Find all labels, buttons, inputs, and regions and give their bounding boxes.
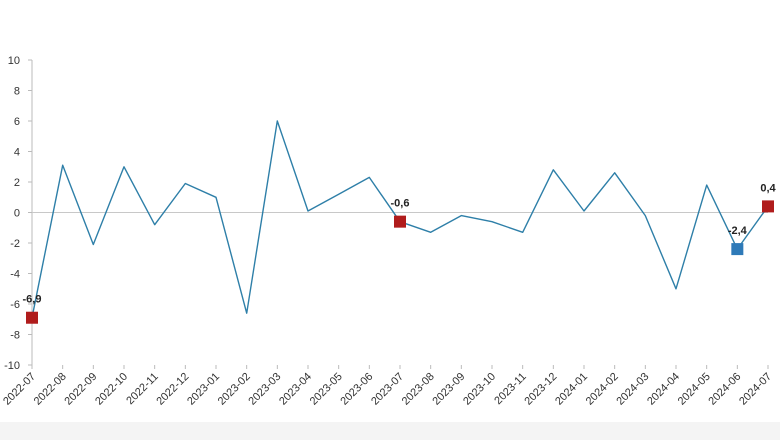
y-tick-label: 2: [14, 177, 20, 189]
x-tick-label: 2024-06: [706, 371, 743, 408]
highlight-marker: [731, 243, 744, 256]
highlight-markers: [26, 200, 774, 324]
x-tick-label: 2022-11: [124, 371, 160, 407]
x-tick-label: 2023-11: [492, 371, 528, 407]
x-tick-label: 2024-02: [584, 371, 621, 408]
x-tick-label: 2023-01: [185, 371, 222, 408]
y-tick-label: 6: [14, 116, 20, 128]
x-tick-label: 2023-06: [338, 371, 375, 408]
x-tick-label: 2023-10: [461, 371, 498, 408]
x-tick-label: 2024-03: [614, 371, 651, 408]
highlight-marker: [26, 311, 38, 324]
x-tick-label: 2024-01: [553, 371, 590, 408]
x-tick-label: 2023-03: [246, 371, 283, 408]
y-tick-label: -4: [10, 269, 20, 281]
x-tick-label: 2024-07: [737, 371, 774, 408]
y-tick-label: 0: [14, 208, 20, 220]
y-tick-label: -10: [4, 360, 20, 372]
x-tick-label: 2024-05: [676, 371, 713, 408]
highlight-marker: [394, 215, 406, 228]
x-tick-label: 2022-10: [93, 371, 130, 408]
data-label: -6,9: [23, 294, 42, 306]
x-tick-label: 2022-07: [1, 371, 38, 408]
x-tick-label: 2023-08: [400, 371, 437, 408]
x-tick-label: 2023-07: [369, 371, 406, 408]
data-labels: -6,9 -0,6 -2,4 0,4: [23, 182, 777, 305]
y-tick-label: -6: [10, 299, 20, 311]
x-tick-label: 2022-08: [32, 371, 69, 408]
x-tick-label: 2023-02: [216, 371, 253, 408]
data-label: -2,4: [728, 225, 748, 237]
bottom-band: [0, 422, 780, 440]
x-tick-label: 2022-12: [154, 371, 191, 408]
y-tick-label: 10: [8, 55, 20, 67]
y-tick-label: 8: [14, 86, 20, 98]
x-axis: 2022-072022-082022-092022-102022-112022-…: [1, 365, 774, 408]
y-axis: 10 8 6 4 2 0 -2 -4 -6 -8 -10: [4, 55, 33, 372]
y-tick-label: 4: [14, 147, 20, 159]
y-tick-label: -2: [10, 238, 20, 250]
x-tick-label: 2023-12: [522, 371, 559, 408]
y-tick-label: -8: [10, 330, 20, 342]
x-tick-label: 2023-05: [308, 371, 345, 408]
x-tick-label: 2023-09: [430, 371, 467, 408]
data-label: 0,4: [760, 182, 776, 194]
x-tick-label: 2024-04: [645, 371, 682, 408]
highlight-marker: [762, 200, 774, 213]
data-label: -0,6: [391, 198, 410, 210]
x-tick-label: 2022-09: [62, 371, 99, 408]
x-tick-label: 2023-04: [277, 371, 314, 408]
